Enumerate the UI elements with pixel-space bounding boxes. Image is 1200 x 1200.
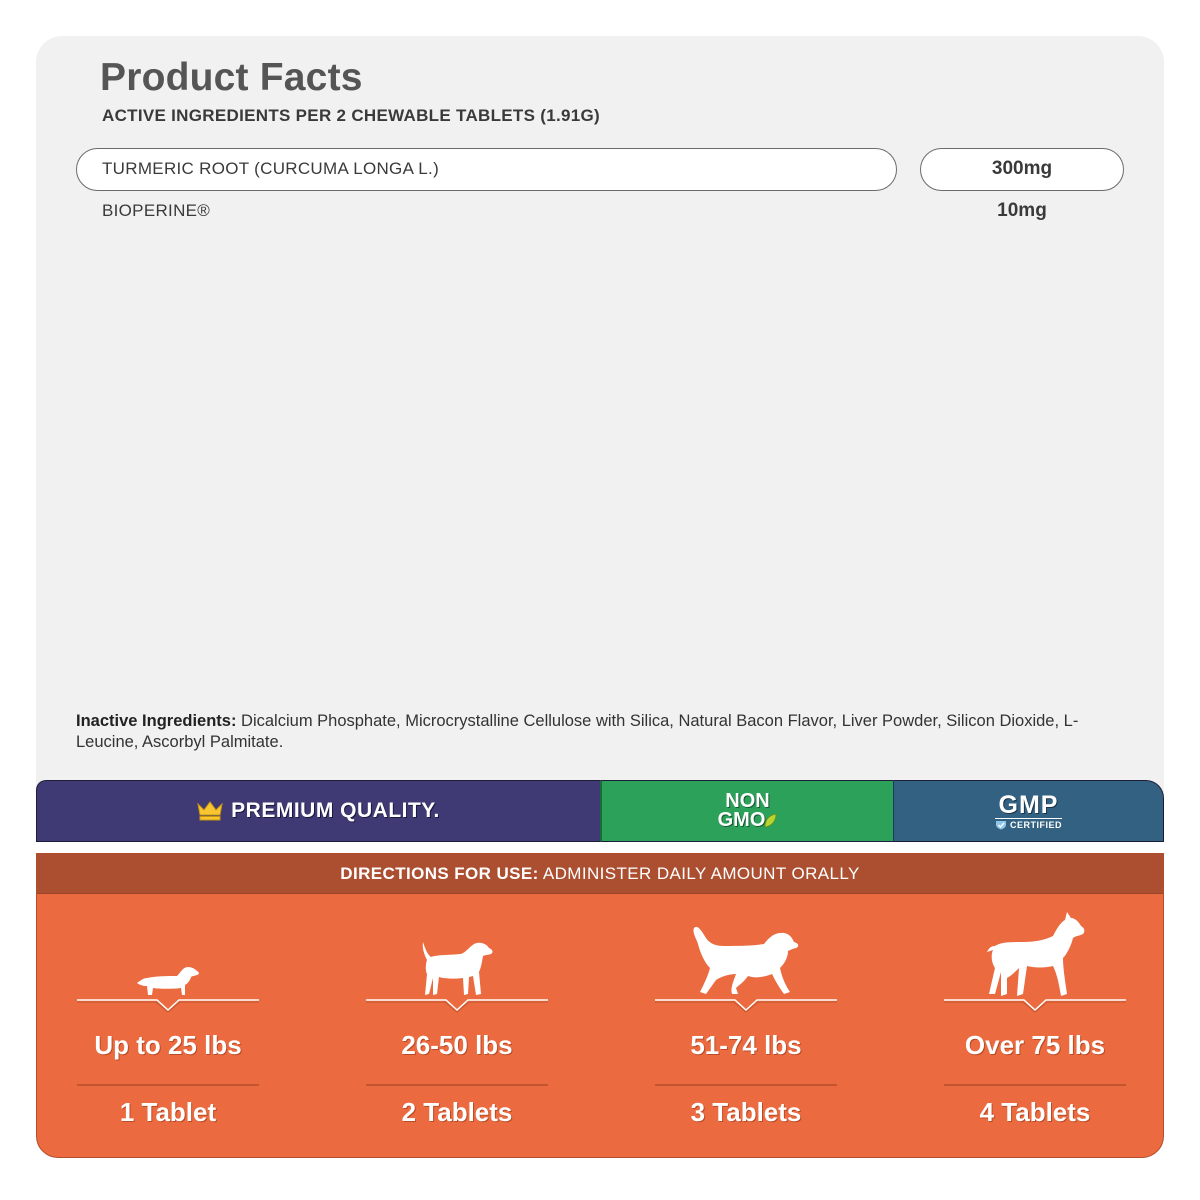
chevron-divider: [366, 999, 548, 1013]
weight-range: Up to 25 lbs: [94, 1030, 242, 1060]
directions-header: DIRECTIONS FOR USE: ADMINISTER DAILY AMO…: [37, 854, 1163, 894]
dose-column: Up to 25 lbs 1 Tablet: [77, 894, 259, 1156]
divider: [944, 1084, 1126, 1086]
directions-label: DIRECTIONS FOR USE:: [340, 864, 539, 883]
chevron-divider: [944, 999, 1126, 1013]
inactive-ingredients-label: Inactive Ingredients:: [76, 712, 237, 730]
page-title: Product Facts: [100, 56, 363, 99]
tablet-count: 2 Tablets: [401, 1097, 513, 1127]
leaf-icon: [764, 813, 777, 827]
non-gmo-line2: GMO: [717, 809, 766, 831]
boxer-icon: [987, 912, 1085, 996]
chevron-divider: [655, 999, 837, 1013]
weight-range: Over 75 lbs: [964, 1030, 1106, 1060]
ingredient-amount: 300mg: [991, 158, 1053, 179]
retriever-icon: [693, 926, 799, 994]
crown-icon: [197, 801, 223, 821]
ingredient-name-bioperine: BIOPERINE®: [102, 201, 211, 220]
dose-column: 51-74 lbs 3 Tablets: [655, 894, 837, 1156]
ingredient-amount-turmeric: 300mg: [920, 148, 1124, 191]
quality-badges-strip: PREMIUM QUALITY. NON GMO GMP CERTIFIED: [36, 780, 1164, 842]
weight-range: 26-50 lbs: [401, 1030, 513, 1060]
dose-column: Over 75 lbs 4 Tablets: [944, 894, 1126, 1156]
tablet-count: 1 Tablet: [119, 1097, 217, 1127]
non-gmo-badge: NON GMO: [600, 780, 893, 842]
ingredient-name: TURMERIC ROOT (CURCUMA LONGA L.): [102, 159, 440, 178]
premium-quality-badge: PREMIUM QUALITY.: [36, 780, 600, 842]
directions-panel: DIRECTIONS FOR USE: ADMINISTER DAILY AMO…: [36, 853, 1164, 1158]
inactive-ingredients-text: Dicalcium Phosphate, Microcrystalline Ce…: [76, 712, 1079, 751]
gmp-certified-text: CERTIFIED: [1009, 819, 1062, 830]
active-ingredients-heading: ACTIVE INGREDIENTS PER 2 CHEWABLE TABLET…: [102, 106, 600, 125]
non-gmo-line1: NON: [725, 790, 770, 812]
dose-column: 26-50 lbs 2 Tablets: [366, 894, 548, 1156]
weight-range: 51-74 lbs: [690, 1030, 802, 1060]
divider: [655, 1084, 837, 1086]
gmp-label: GMP: [998, 790, 1059, 819]
ingredient-name-turmeric: TURMERIC ROOT (CURCUMA LONGA L.): [76, 148, 897, 191]
shield-check-icon: [995, 820, 1006, 829]
directions-text: ADMINISTER DAILY AMOUNT ORALLY: [538, 864, 860, 883]
divider: [77, 1084, 259, 1086]
divider: [366, 1084, 548, 1086]
ingredient-amount-bioperine: 10mg: [997, 200, 1047, 221]
chevron-divider: [77, 999, 259, 1013]
beagle-icon: [422, 942, 493, 995]
product-facts-panel: Product Facts ACTIVE INGREDIENTS PER 2 C…: [36, 36, 1164, 796]
tablet-count: 3 Tablets: [690, 1097, 802, 1127]
inactive-ingredients: Inactive Ingredients: Dicalcium Phosphat…: [76, 711, 1136, 753]
tablet-count: 4 Tablets: [979, 1097, 1091, 1127]
gmp-certified-badge: GMP CERTIFIED: [893, 780, 1164, 842]
dachshund-icon: [137, 967, 199, 995]
premium-quality-label: PREMIUM QUALITY.: [231, 799, 440, 822]
